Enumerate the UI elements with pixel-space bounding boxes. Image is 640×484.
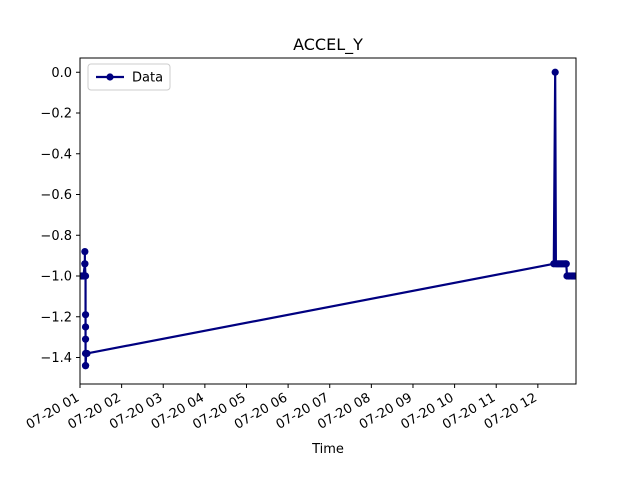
series-line xyxy=(80,71,576,367)
y-tick-label: −0.2 xyxy=(40,107,72,122)
data-point xyxy=(572,272,576,280)
legend-label: Data xyxy=(132,71,163,86)
data-point xyxy=(81,362,90,370)
y-tick-label: −1.0 xyxy=(40,270,72,285)
chart-title: ACCEL_Y xyxy=(293,35,363,55)
y-tick-label: −1.2 xyxy=(40,310,72,325)
y-tick-label: −1.4 xyxy=(40,351,72,366)
data-point xyxy=(562,260,570,268)
axes: 0.0−0.2−0.4−0.6−0.8−1.0−1.2−1.407-20 010… xyxy=(24,57,577,433)
series-0 xyxy=(80,68,576,370)
data-point xyxy=(81,247,89,256)
data-point xyxy=(83,349,91,358)
legend-marker xyxy=(106,73,114,81)
y-tick-label: 0.0 xyxy=(51,66,72,81)
data-point xyxy=(81,260,89,268)
plot-area xyxy=(80,68,576,370)
data-point xyxy=(81,323,90,331)
legend-box xyxy=(87,63,171,91)
data-point xyxy=(81,311,90,319)
y-tick-label: −0.8 xyxy=(40,229,72,244)
data-point xyxy=(551,68,559,76)
plot-frame xyxy=(79,57,577,385)
y-tick-label: −0.4 xyxy=(40,147,72,162)
y-tick-label: −0.6 xyxy=(40,188,72,203)
legend: Data xyxy=(87,63,171,91)
data-point xyxy=(81,335,90,343)
data-point xyxy=(81,272,90,280)
x-axis-label: Time xyxy=(311,442,344,457)
